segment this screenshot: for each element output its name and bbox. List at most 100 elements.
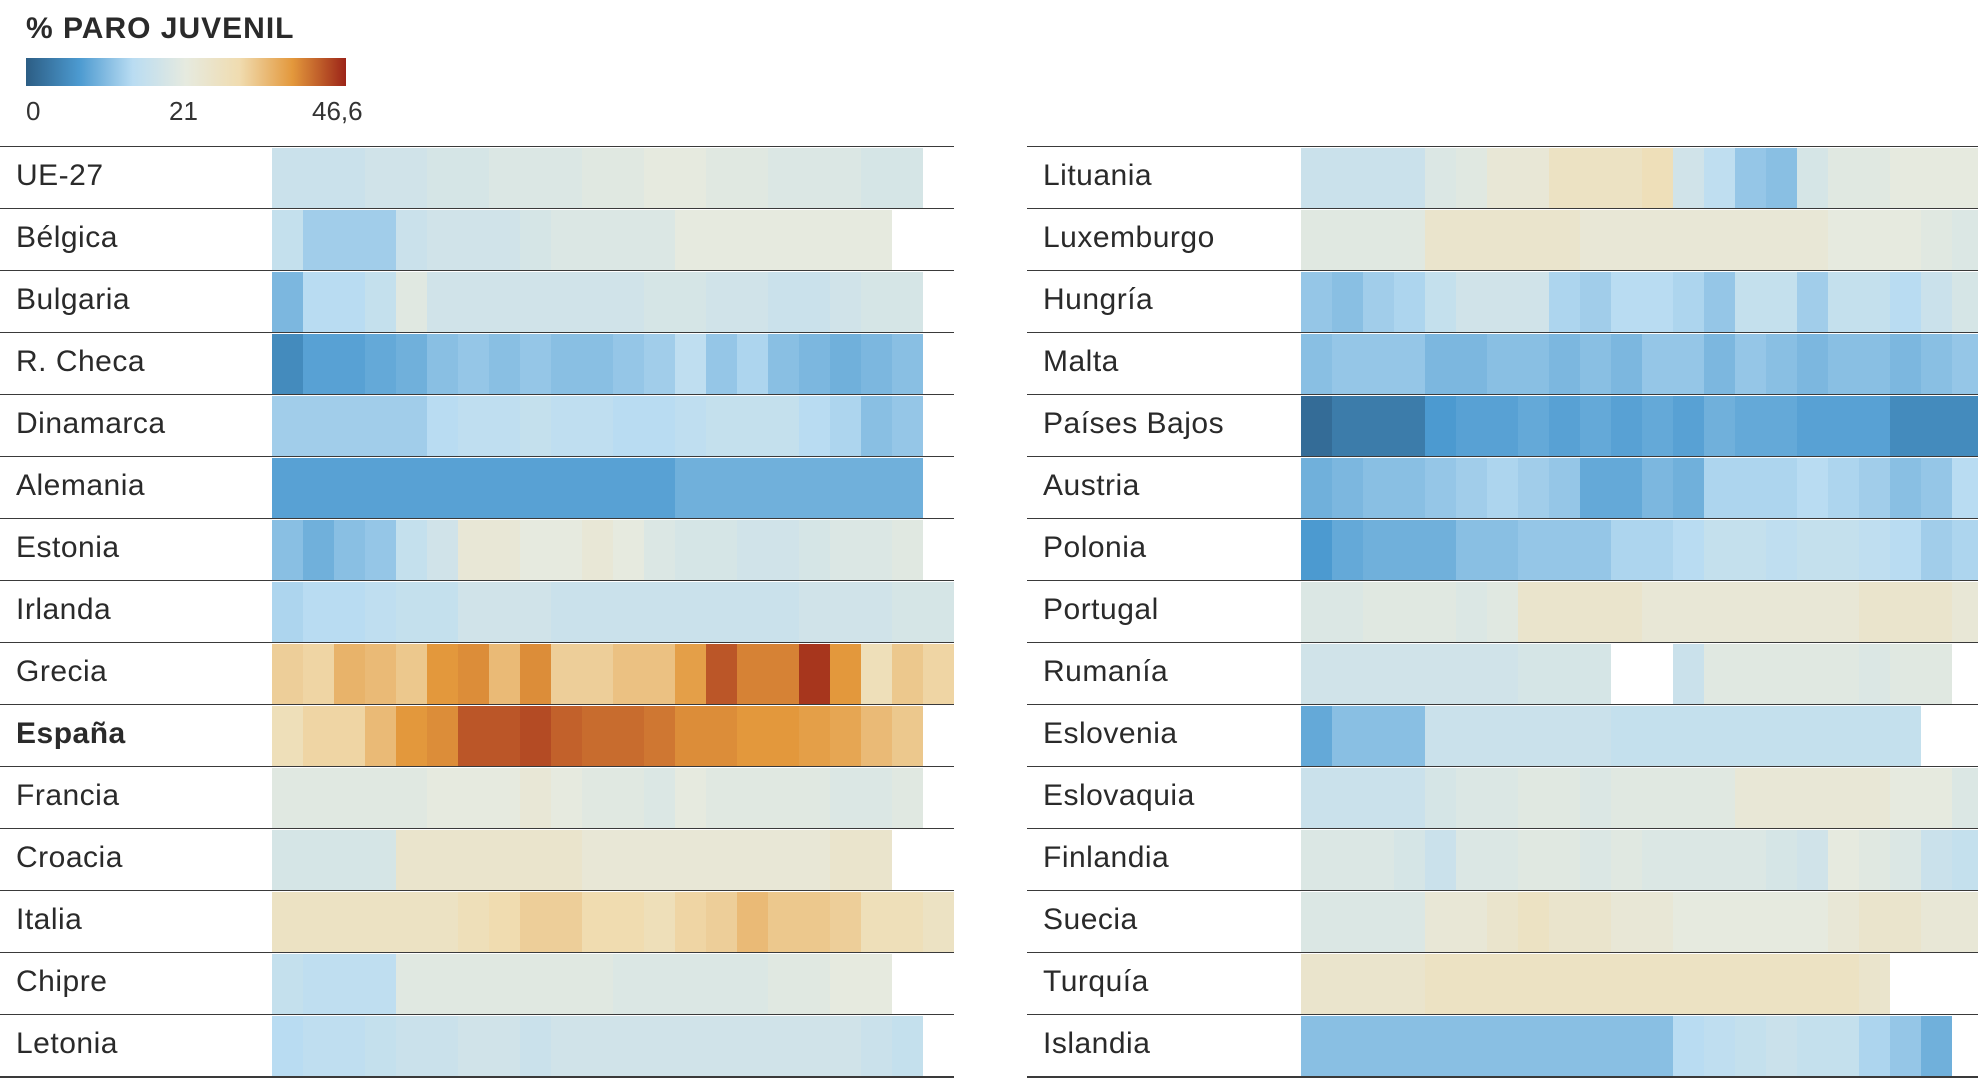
- heatmap-cell: [1363, 334, 1394, 394]
- heatmap-cell: [644, 1016, 675, 1076]
- heatmap-cell: [830, 706, 861, 766]
- heatmap-cell: [675, 768, 706, 828]
- heatmap-cell: [1518, 644, 1549, 704]
- heatmap-cell: [303, 458, 334, 518]
- heatmap-cell: [1642, 272, 1673, 332]
- heatmap-cell: [613, 892, 644, 952]
- heatmap-cell: [675, 520, 706, 580]
- heatmap-cell: [1611, 148, 1642, 208]
- heatmap-cell: [303, 954, 334, 1014]
- heatmap-cell: [520, 768, 551, 828]
- heatmap-cell: [1549, 954, 1580, 1014]
- row-label: Croacia: [16, 841, 123, 874]
- heatmap-cell: [458, 1016, 489, 1076]
- heatmap-cell: [1394, 706, 1425, 766]
- heatmap-cell: [892, 892, 923, 952]
- row-label: R. Checa: [16, 345, 146, 378]
- heatmap-cell: [1952, 458, 1978, 518]
- heatmap-cell: [1921, 706, 1952, 766]
- heatmap-cell: [396, 396, 427, 456]
- heatmap-cell: [1580, 210, 1611, 270]
- heatmap-cell: [799, 892, 830, 952]
- heatmap-cells: [272, 1016, 923, 1076]
- heatmap-cell: [1766, 830, 1797, 890]
- heatmap-cell: [892, 272, 923, 332]
- heatmap-cell: [613, 272, 644, 332]
- heatmap-cell: [1797, 520, 1828, 580]
- heatmap-cell: [1487, 954, 1518, 1014]
- heatmap-cell: [1828, 954, 1859, 1014]
- heatmap-cell: [1332, 644, 1363, 704]
- heatmap-cell: [1797, 396, 1828, 456]
- row-label: Letonia: [16, 1027, 118, 1060]
- heatmap-cell: [582, 830, 613, 890]
- heatmap-cell: [427, 706, 458, 766]
- heatmap-cell: [1921, 954, 1952, 1014]
- heatmap-cell: [1766, 458, 1797, 518]
- heatmap-cell: [1456, 582, 1487, 642]
- heatmap-cell: [1394, 1016, 1425, 1076]
- heatmap-cell: [334, 830, 365, 890]
- heatmap-row: Estonia: [0, 518, 954, 580]
- heatmap-cells: [1301, 520, 1978, 580]
- heatmap-cell: [830, 582, 861, 642]
- heatmap-cell: [303, 644, 334, 704]
- heatmap-cell: [737, 272, 768, 332]
- row-label: Grecia: [16, 655, 108, 688]
- heatmap-cell: [365, 272, 396, 332]
- heatmap-cell: [458, 520, 489, 580]
- heatmap-cell: [396, 644, 427, 704]
- heatmap-cell: [830, 458, 861, 518]
- heatmap-cell: [1487, 396, 1518, 456]
- heatmap-row: Italia: [0, 890, 954, 952]
- heatmap-cell: [334, 520, 365, 580]
- heatmap-cell: [1735, 830, 1766, 890]
- heatmap-cell: [489, 582, 520, 642]
- heatmap-cell: [1828, 892, 1859, 952]
- heatmap-cell: [1425, 458, 1456, 518]
- heatmap-cell: [458, 272, 489, 332]
- heatmap-cell: [582, 768, 613, 828]
- heatmap-cell: [1797, 1016, 1828, 1076]
- heatmap-cell: [675, 830, 706, 890]
- heatmap-cell: [427, 210, 458, 270]
- heatmap-cell: [489, 706, 520, 766]
- heatmap-cell: [1549, 706, 1580, 766]
- heatmap-cell: [520, 334, 551, 394]
- heatmap-cell: [1611, 830, 1642, 890]
- heatmap-cell: [799, 458, 830, 518]
- heatmap-cell: [427, 582, 458, 642]
- heatmap-cell: [1673, 458, 1704, 518]
- heatmap-cell: [396, 954, 427, 1014]
- heatmap-cell: [1301, 892, 1332, 952]
- heatmap-cell: [644, 458, 675, 518]
- heatmap-cell: [1580, 458, 1611, 518]
- heatmap-cell: [1890, 706, 1921, 766]
- heatmap-row: Letonia: [0, 1014, 954, 1076]
- heatmap-cell: [1425, 768, 1456, 828]
- heatmap-cell: [1363, 396, 1394, 456]
- heatmap-cell: [1828, 148, 1859, 208]
- heatmap-row: Austria: [1027, 456, 1978, 518]
- heatmap-cell: [1704, 768, 1735, 828]
- heatmap-cell: [489, 830, 520, 890]
- heatmap-cell: [396, 768, 427, 828]
- heatmap-cell: [644, 272, 675, 332]
- heatmap-cell: [551, 458, 582, 518]
- heatmap-cell: [1642, 892, 1673, 952]
- heatmap-cell: [1673, 334, 1704, 394]
- heatmap-cell: [644, 210, 675, 270]
- heatmap-cell: [799, 582, 830, 642]
- heatmap-cell: [737, 892, 768, 952]
- heatmap-cell: [613, 1016, 644, 1076]
- heatmap-cell: [458, 706, 489, 766]
- row-label: Bulgaria: [16, 283, 131, 316]
- heatmap-cell: [706, 334, 737, 394]
- heatmap-cell: [1921, 210, 1952, 270]
- heatmap-cell: [272, 1016, 303, 1076]
- heatmap-cell: [1518, 1016, 1549, 1076]
- heatmap-cell: [1611, 644, 1642, 704]
- heatmap-cell: [1425, 520, 1456, 580]
- heatmap-cell: [1456, 148, 1487, 208]
- heatmap-cell: [1735, 582, 1766, 642]
